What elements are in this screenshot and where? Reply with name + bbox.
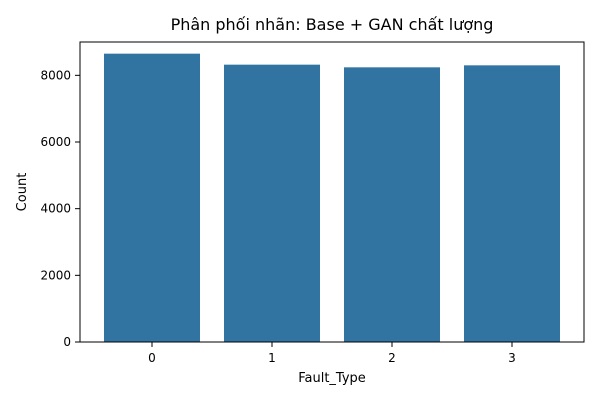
x-axis-label: Fault_Type bbox=[298, 371, 366, 386]
x-tick-label: 1 bbox=[268, 351, 276, 365]
bars-group bbox=[104, 53, 560, 343]
bar-1 bbox=[224, 64, 320, 343]
y-tick-label: 8000 bbox=[40, 68, 71, 82]
y-tick-label: 6000 bbox=[40, 135, 71, 149]
y-tick-label: 2000 bbox=[40, 268, 71, 282]
bar-2 bbox=[344, 67, 440, 342]
x-tick-label: 0 bbox=[148, 351, 156, 365]
y-tick-label: 4000 bbox=[40, 202, 71, 216]
y-tick-label: 0 bbox=[63, 335, 71, 349]
plot-frame bbox=[79, 41, 585, 343]
x-tick-label: 3 bbox=[508, 351, 516, 365]
x-tick-label: 2 bbox=[388, 351, 396, 365]
x-axis-ticks: 0 1 2 3 bbox=[148, 342, 516, 365]
y-axis-label: Count bbox=[15, 173, 30, 212]
chart-title: Phân phối nhãn: Base + GAN chất lượng bbox=[171, 15, 494, 34]
y-axis-ticks: 0 2000 4000 6000 8000 bbox=[40, 68, 80, 349]
bar-3 bbox=[464, 65, 560, 342]
bar-0 bbox=[104, 53, 200, 343]
